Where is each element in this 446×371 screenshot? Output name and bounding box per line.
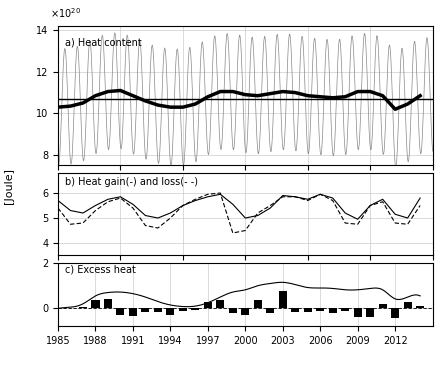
Bar — [341, 308, 349, 311]
Text: b) Heat gain(-) and loss(- -): b) Heat gain(-) and loss(- -) — [66, 177, 198, 187]
Bar — [241, 308, 249, 315]
Bar — [354, 308, 362, 317]
Bar — [304, 308, 312, 312]
Bar — [229, 308, 237, 313]
Bar — [366, 308, 374, 317]
Bar — [216, 300, 224, 308]
Text: $\times10^{20}$: $\times10^{20}$ — [50, 7, 82, 20]
Text: c) Excess heat: c) Excess heat — [66, 265, 136, 274]
Bar — [316, 308, 324, 311]
Bar — [204, 302, 212, 308]
Bar — [416, 306, 424, 308]
Bar — [404, 302, 412, 308]
Bar — [379, 304, 387, 308]
Bar — [329, 308, 337, 313]
Bar — [129, 308, 137, 316]
Bar — [179, 308, 187, 311]
Bar — [254, 300, 262, 308]
Bar — [279, 291, 287, 308]
Bar — [154, 308, 162, 312]
Text: [Joule]: [Joule] — [4, 167, 14, 204]
Bar — [391, 308, 399, 318]
Bar — [79, 307, 87, 308]
Bar — [191, 308, 199, 310]
Bar — [116, 308, 124, 315]
Bar — [291, 308, 299, 312]
Bar — [141, 308, 149, 312]
Bar — [91, 300, 99, 308]
Bar — [166, 308, 174, 315]
Bar — [104, 299, 112, 308]
Text: a) Heat content: a) Heat content — [66, 37, 142, 47]
Bar — [266, 308, 274, 313]
